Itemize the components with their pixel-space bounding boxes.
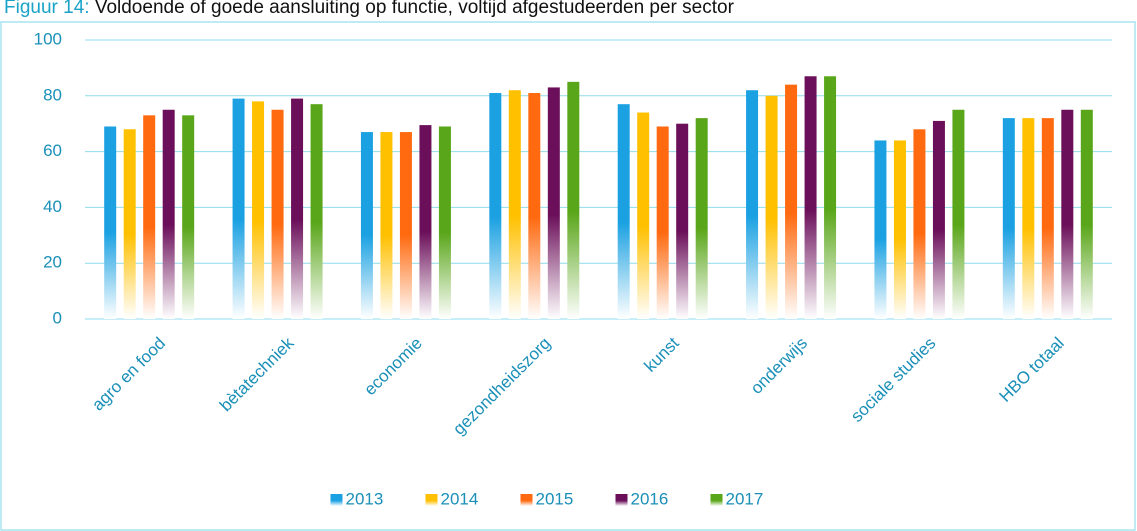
- x-tick-label: kunst: [641, 333, 683, 375]
- legend-label: 2017: [726, 489, 764, 508]
- bar: [271, 109, 284, 319]
- x-tick-label: onderwijs: [747, 334, 811, 398]
- bar: [252, 101, 265, 319]
- bar: [893, 140, 906, 319]
- legend-swatch: [425, 494, 438, 506]
- legend-label: 2013: [346, 489, 384, 508]
- legend-swatch: [520, 494, 533, 506]
- bar: [291, 98, 304, 319]
- bar: [932, 120, 945, 319]
- legend-swatch: [710, 494, 723, 506]
- bar: [104, 126, 117, 320]
- bar: [952, 109, 965, 319]
- x-tick-label: bètatechniek: [216, 333, 298, 415]
- bar: [874, 140, 887, 319]
- bar: [746, 90, 759, 319]
- y-tick-label: 20: [43, 253, 62, 272]
- legend-swatch: [330, 494, 343, 506]
- chart-border: [0, 21, 1136, 531]
- bar: [637, 112, 650, 319]
- y-tick-label: 100: [34, 29, 62, 48]
- bar: [765, 95, 778, 319]
- y-tick-label: 60: [43, 141, 62, 160]
- bar: [508, 90, 521, 319]
- y-tick-label: 0: [53, 308, 62, 327]
- legend-label: 2016: [631, 489, 669, 508]
- legend-swatch: [615, 494, 628, 506]
- bar: [399, 132, 412, 319]
- x-tick-label: agro en food: [88, 334, 169, 415]
- bar: [162, 109, 175, 319]
- x-tick-label: gezondheidszorg: [449, 334, 554, 439]
- bar: [419, 125, 432, 319]
- bar: [182, 115, 195, 319]
- bar: [824, 76, 837, 320]
- title-prefix: Figuur 14:: [4, 0, 90, 18]
- bar: [695, 118, 708, 320]
- bar: [489, 93, 502, 319]
- bar: [380, 132, 393, 319]
- title-text: Voldoende of goede aansluiting op functi…: [95, 0, 735, 18]
- chart-title: Figuur 14: Voldoende of goede aansluitin…: [4, 0, 735, 18]
- bar: [143, 115, 156, 319]
- bar: [123, 129, 136, 319]
- x-tick-label: sociale studies: [847, 334, 939, 426]
- bar: [1080, 109, 1093, 319]
- bar: [360, 132, 373, 319]
- bar: [804, 76, 817, 320]
- x-tick-label: economie: [360, 334, 426, 400]
- y-tick-label: 40: [43, 197, 62, 216]
- bar: [1022, 118, 1035, 320]
- bar: [913, 129, 926, 319]
- legend-label: 2015: [536, 489, 574, 508]
- bar: [676, 123, 689, 319]
- bar: [310, 104, 323, 319]
- legend-label: 2014: [441, 489, 479, 508]
- bar: [1041, 118, 1054, 320]
- bar: [528, 93, 541, 319]
- bar: [438, 126, 451, 320]
- bar: [547, 87, 560, 320]
- bar: [1061, 109, 1074, 319]
- y-tick-label: 80: [43, 85, 62, 104]
- x-tick-label: HBO totaal: [996, 334, 1068, 406]
- bar: [232, 98, 245, 319]
- bar: [1002, 118, 1015, 320]
- bar: [567, 81, 580, 319]
- bar: [656, 126, 669, 320]
- bar: [617, 104, 630, 319]
- bar: [785, 84, 798, 319]
